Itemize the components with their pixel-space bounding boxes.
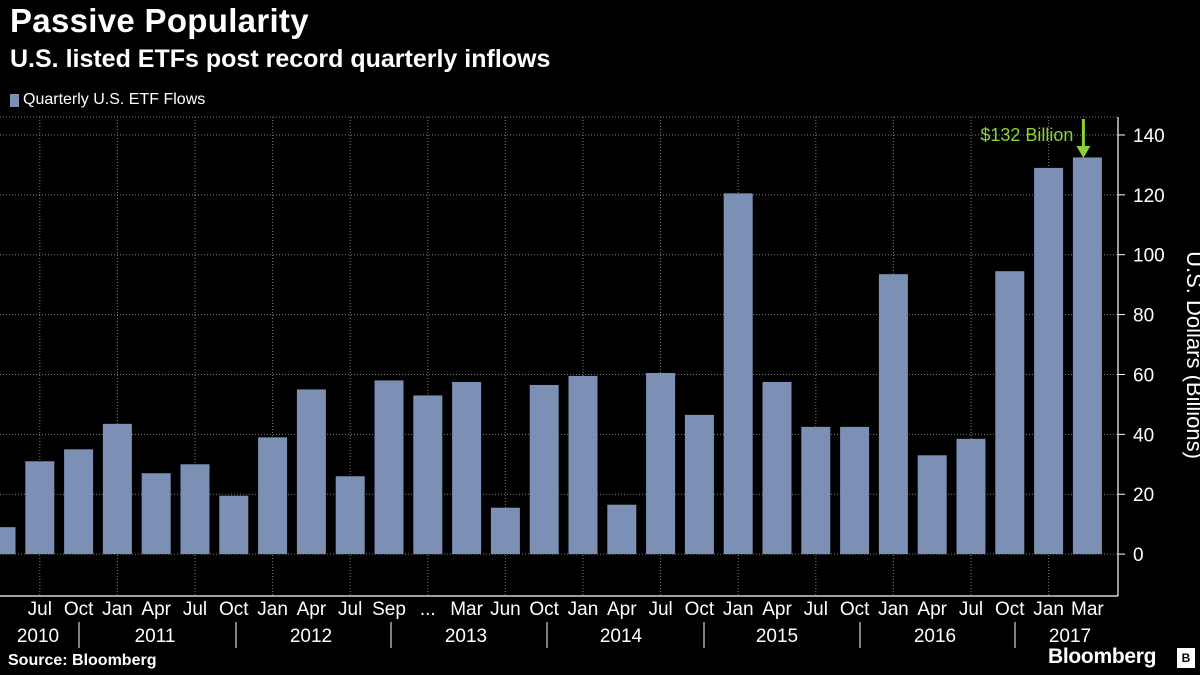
- x-tick-label: Oct: [840, 599, 870, 620]
- y-tick-label: 120: [1133, 186, 1165, 207]
- legend-swatch: [10, 93, 19, 107]
- bar: [102, 423, 132, 555]
- x-tick-label: Oct: [685, 599, 715, 620]
- bar: [1034, 167, 1064, 555]
- bar: [490, 507, 520, 555]
- bar: [219, 495, 249, 555]
- x-tick-label: Mar: [1071, 599, 1104, 620]
- bar: [995, 271, 1025, 555]
- y-tick-label: 80: [1133, 306, 1154, 327]
- bar: [723, 193, 753, 555]
- x-tick-label: Jan: [568, 599, 599, 620]
- year-label: 2011: [135, 626, 176, 647]
- bar: [684, 414, 714, 555]
- x-tick-label: ...: [420, 599, 436, 620]
- annotation-arrow-icon: [1076, 146, 1091, 158]
- bar: [335, 476, 365, 555]
- x-tick-label: Apr: [607, 599, 637, 620]
- bar: [0, 527, 16, 555]
- bar: [374, 380, 404, 555]
- bar: [141, 473, 171, 555]
- annotation-label: $132 Billion: [980, 125, 1073, 145]
- bar: [64, 449, 94, 555]
- bar: [413, 395, 443, 555]
- bloomberg-badge-icon: B: [1177, 648, 1195, 668]
- bar: [1072, 157, 1102, 555]
- x-tick-label: Mar: [450, 599, 483, 620]
- bar: [646, 372, 676, 555]
- y-tick-label: 20: [1133, 485, 1154, 506]
- source-note: Source: Bloomberg: [8, 652, 157, 669]
- x-tick-label: Jul: [804, 599, 828, 620]
- x-tick-label: Jan: [257, 599, 288, 620]
- x-tick-label: Jul: [648, 599, 672, 620]
- x-tick-label: Jan: [723, 599, 754, 620]
- x-tick-label: Jul: [183, 599, 207, 620]
- bar: [568, 375, 598, 555]
- year-label: 2013: [445, 626, 487, 647]
- y-tick-label: 140: [1133, 126, 1165, 147]
- year-label: 2016: [914, 626, 956, 647]
- y-axis-label: U.S. Dollars (Billions): [1182, 251, 1200, 459]
- bar: [452, 381, 482, 555]
- x-tick-label: Jul: [959, 599, 983, 620]
- bar: [878, 274, 908, 555]
- bar: [607, 504, 637, 555]
- bar: [25, 461, 55, 555]
- chart-title: Passive Popularity: [10, 2, 309, 39]
- bar: [956, 438, 986, 555]
- bloomberg-logo: Bloomberg: [1048, 645, 1157, 668]
- y-tick-label: 60: [1133, 365, 1154, 386]
- chart-subtitle: U.S. listed ETFs post record quarterly i…: [10, 45, 551, 73]
- x-tick-label: Jul: [338, 599, 362, 620]
- year-label: 2015: [756, 626, 798, 647]
- year-label: 2010: [17, 626, 59, 647]
- x-tick-label: Jan: [1033, 599, 1064, 620]
- x-tick-label: Apr: [917, 599, 947, 620]
- x-tick-label: Apr: [297, 599, 327, 620]
- legend: Quarterly U.S. ETF Flows: [10, 91, 205, 109]
- year-label: 2014: [600, 626, 643, 647]
- bar: [180, 464, 210, 555]
- x-tick-label: Apr: [762, 599, 792, 620]
- x-tick-label: Oct: [219, 599, 249, 620]
- bar: [529, 384, 559, 555]
- year-label: 2017: [1049, 626, 1091, 647]
- x-tick-label: Oct: [64, 599, 94, 620]
- bar: [762, 381, 792, 555]
- x-tick-label: Oct: [995, 599, 1025, 620]
- x-tick-label: Jul: [28, 599, 52, 620]
- x-tick-label: Jan: [878, 599, 909, 620]
- y-tick-label: 100: [1133, 246, 1165, 267]
- x-tick-label: Oct: [529, 599, 559, 620]
- x-tick-label: Sep: [372, 599, 406, 620]
- x-tick-label: Apr: [141, 599, 171, 620]
- year-label: 2012: [290, 626, 332, 647]
- x-tick-label: Jun: [490, 599, 521, 620]
- bar: [801, 426, 831, 555]
- bar: [840, 426, 870, 555]
- legend-label: Quarterly U.S. ETF Flows: [23, 91, 206, 108]
- y-tick-label: 0: [1133, 545, 1144, 566]
- bar: [917, 455, 947, 555]
- x-tick-label: Jan: [102, 599, 133, 620]
- y-tick-label: 40: [1133, 425, 1154, 446]
- bar: [258, 437, 288, 555]
- bar: [296, 389, 326, 555]
